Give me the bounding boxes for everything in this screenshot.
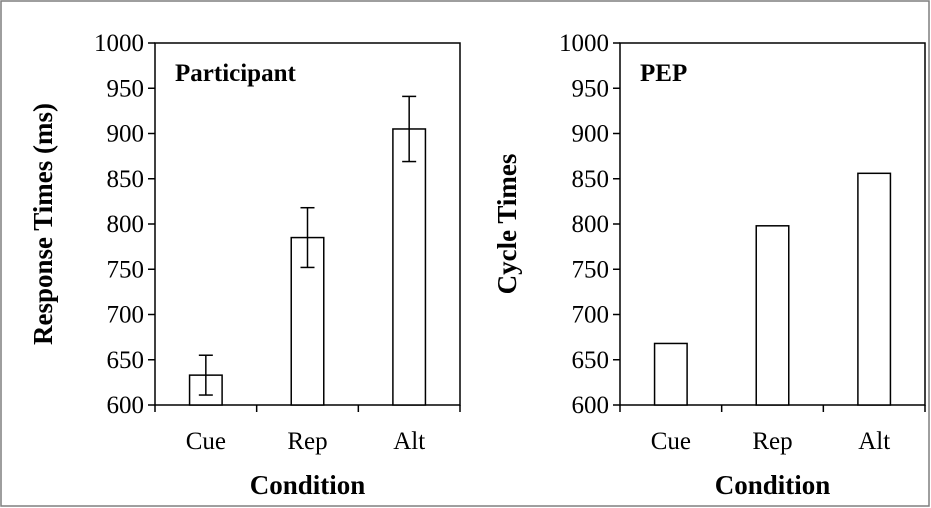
y-tick-label: 900 <box>572 121 610 148</box>
y-axis-title: Response Times (ms) <box>28 103 58 345</box>
y-tick-label: 950 <box>107 75 145 102</box>
x-tick-label: Cue <box>651 428 691 455</box>
x-tick-label: Alt <box>393 428 425 455</box>
x-tick-label: Alt <box>858 428 890 455</box>
y-tick-label: 850 <box>107 166 145 193</box>
y-tick-label: 600 <box>572 392 610 419</box>
y-tick-label: 850 <box>572 166 610 193</box>
y-tick-label: 900 <box>107 121 145 148</box>
y-tick-label: 650 <box>107 347 145 374</box>
y-tick-label: 750 <box>107 256 145 283</box>
bar-alt <box>392 128 427 406</box>
x-tick-label: Rep <box>752 428 792 455</box>
y-tick-label: 950 <box>572 75 610 102</box>
x-axis-title: Condition <box>250 470 366 500</box>
y-tick-label: 800 <box>107 211 145 238</box>
bar-cue <box>653 342 688 406</box>
y-tick-label: 700 <box>107 302 145 329</box>
chart-panel-participant: 600 650 700 750 800 850 900 950 1000 Cue Rep Alt Par… <box>28 30 461 500</box>
x-tick-label: Cue <box>186 428 226 455</box>
bar-rep <box>755 225 790 406</box>
y-tick-label: 600 <box>107 392 145 419</box>
panel-title: PEP <box>640 60 687 87</box>
y-tick-label: 650 <box>572 347 610 374</box>
y-tick-label: 800 <box>572 211 610 238</box>
y-tick-label: 1000 <box>559 30 609 57</box>
y-tick-label: 1000 <box>94 30 144 57</box>
chart-panel-pep: 600 650 700 750 800 850 900 950 1000 Cue Rep Alt PEP… <box>492 30 926 500</box>
y-tick-label: 700 <box>572 302 610 329</box>
y-tick-label: 750 <box>572 256 610 283</box>
x-tick-label: Rep <box>287 428 327 455</box>
bar-alt <box>857 172 892 406</box>
panel-title: Participant <box>175 60 296 87</box>
x-axis-title: Condition <box>715 470 831 500</box>
y-axis-title: Cycle Times <box>492 154 522 295</box>
